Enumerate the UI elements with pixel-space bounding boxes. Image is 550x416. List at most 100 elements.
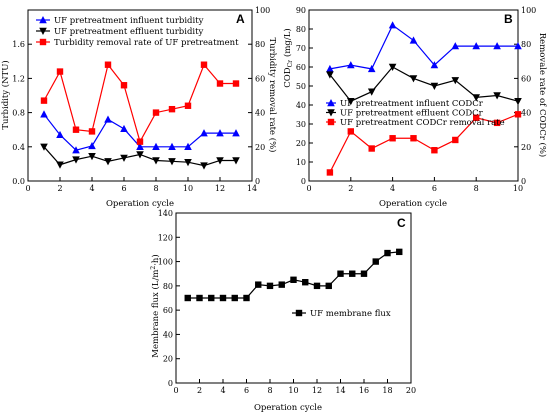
panel-c-series-0-point bbox=[278, 281, 285, 288]
panel-c-ylabel: Membrane flux (L/m2·h) bbox=[150, 254, 161, 357]
panel-c: 0 2 4 6 8 10 12 14 16 18 20 0 20 40 60 80 100 120 140 C UF… bbox=[150, 209, 416, 413]
panel-c-ytick-label: 140 bbox=[158, 209, 173, 218]
panel-a-series-0-point bbox=[168, 142, 176, 150]
panel-a-series-0-point bbox=[136, 142, 144, 150]
panel-c-series-0-point bbox=[243, 294, 250, 302]
panel-b-series-2-point bbox=[326, 169, 334, 176]
panel-a-xlabel: Operation cycle bbox=[106, 199, 174, 209]
panel-b-series-0-point bbox=[367, 64, 376, 73]
panel-c-series-0-point bbox=[184, 294, 191, 302]
panel-a-legend-label: UF pretreatment effluent turbidity bbox=[54, 27, 204, 37]
panel-b-series-1-line bbox=[329, 66, 519, 102]
panel-a-series-2-point bbox=[200, 61, 208, 68]
panel-c-ylabel-main: Membrane flux (L/m bbox=[150, 270, 161, 358]
panel-b-ytick-label: 70 bbox=[296, 44, 306, 53]
panel-c-series-0-point bbox=[396, 248, 403, 256]
panel-a-series-0-point bbox=[152, 142, 160, 150]
panel-b-y2tick-label: 80 bbox=[521, 40, 531, 49]
panel-c-label: C bbox=[397, 216, 406, 230]
panel-c-series-0-point bbox=[384, 249, 391, 257]
panel-b-series-0-point bbox=[430, 61, 439, 69]
panel-b-xlabel: Operation cycle bbox=[379, 199, 447, 209]
panel-b-series-1-point bbox=[430, 82, 439, 90]
panel-a-series-1-point bbox=[200, 162, 208, 170]
panel-a-label: A bbox=[236, 12, 245, 26]
panel-a-series-0-point bbox=[104, 115, 112, 123]
panel-c-xtick-label: 16 bbox=[359, 386, 369, 395]
panel-a-series-0-point bbox=[88, 141, 96, 150]
panel-b-series-0-point bbox=[347, 61, 355, 69]
panel-a-series-0-point bbox=[72, 146, 80, 154]
panel-c-series-0-point bbox=[231, 294, 238, 302]
panel-a-xtick-label: 8 bbox=[153, 184, 158, 193]
panel-b-series-2-point bbox=[452, 136, 459, 144]
panel-b-series-1-point bbox=[493, 92, 501, 100]
panel-b-ylabel-unit: (mg/L) bbox=[282, 28, 293, 57]
panel-b-series-1-point bbox=[326, 71, 334, 79]
panel-b-legend-marker bbox=[327, 109, 335, 117]
panel-a-series-2-point bbox=[72, 126, 80, 133]
panel-b-legend-marker bbox=[327, 118, 335, 126]
panel-c-series-0-point bbox=[302, 279, 309, 286]
panel-a-series-1-point bbox=[40, 143, 48, 151]
panel-c-series-0-point bbox=[349, 270, 356, 277]
panel-a-xtick-label: 2 bbox=[57, 184, 62, 193]
panel-b-series-1-point bbox=[388, 63, 397, 71]
panel-a-series-0-point bbox=[184, 142, 192, 150]
panel-b-ytick-label: 90 bbox=[296, 6, 306, 15]
panel-a-series-1-point bbox=[216, 157, 224, 165]
panel-b-series-0-point bbox=[451, 42, 460, 50]
panel-c-xtick-label: 18 bbox=[382, 386, 392, 395]
panel-b-series-2-point bbox=[347, 128, 354, 135]
panel-c-xtick-label: 0 bbox=[173, 386, 178, 395]
panel-a-series-1-point bbox=[88, 153, 96, 161]
panel-c-series-0-point bbox=[255, 281, 262, 288]
panel-c-series-0-point bbox=[290, 276, 297, 283]
panel-b-series-2-point bbox=[389, 135, 396, 142]
panel-b-series-2-point bbox=[431, 147, 438, 154]
panel-a-series-1-point bbox=[168, 158, 176, 166]
panel-b-label: B bbox=[504, 12, 513, 26]
panel-a-series-1-point bbox=[56, 161, 64, 169]
panel-a-xtick-label: 14 bbox=[247, 184, 257, 193]
panel-a-series-2-point bbox=[152, 109, 160, 116]
panel-a-series-2-point bbox=[56, 68, 64, 75]
panel-c-xtick-label: 2 bbox=[197, 386, 202, 395]
panel-b-ylabel-main: COD bbox=[283, 67, 293, 87]
panel-b-y2tick-label: 40 bbox=[521, 109, 531, 118]
panel-a-series-0-point bbox=[216, 129, 224, 137]
panel-c-ylabel-end: ·h) bbox=[150, 254, 161, 266]
panel-c-series-0-point bbox=[266, 282, 274, 290]
panel-b-y2label: Removale rate of CODCr (%) bbox=[537, 33, 548, 157]
panel-c-ytick-label: 120 bbox=[158, 233, 173, 242]
panel-a-y2tick-label: 80 bbox=[255, 40, 265, 49]
panel-a-series-1-point bbox=[184, 158, 192, 167]
panel-a-xtick-label: 12 bbox=[215, 184, 225, 193]
panel-b-ytick-label: 80 bbox=[296, 25, 306, 34]
panel-b-y2tick-label: 60 bbox=[521, 74, 531, 83]
panel-b-y2tick-label: 0 bbox=[521, 177, 526, 186]
panel-b-xtick-label: 10 bbox=[513, 184, 523, 193]
panel-a-series-2-point bbox=[88, 128, 96, 135]
panel-b-y2tick-label: 20 bbox=[521, 143, 531, 152]
panel-b-series-1-point bbox=[347, 98, 355, 106]
panel-a-y2tick-label: 100 bbox=[255, 6, 270, 15]
panel-c-series-0-point bbox=[196, 294, 203, 302]
panel-a-series-0-point bbox=[40, 110, 48, 118]
panel-a-xtick-label: 0 bbox=[25, 184, 30, 193]
panel-b-series-1-point bbox=[367, 88, 376, 96]
panel-a-series-2-point bbox=[232, 80, 240, 87]
panel-b-ytick-label: 10 bbox=[296, 158, 306, 167]
panel-a: 0 2 4 6 8 10 12 14 0.0 0.4 0.8 1.2 1.6 0 20 40 60 80 100 A… bbox=[0, 6, 278, 209]
panel-a-series-1-point bbox=[136, 151, 144, 159]
panel-b-ylabel-sub: Cr bbox=[287, 60, 294, 68]
panel-b-y2tick-label: 100 bbox=[521, 6, 536, 15]
panel-a-series-1-point bbox=[152, 157, 160, 165]
panel-b-series-0-point bbox=[388, 21, 397, 29]
panel-b-legend-label: UF pretreatment effluent CODCr bbox=[340, 109, 484, 119]
panel-b-series-1-point bbox=[451, 77, 460, 85]
panel-b-series-0-point bbox=[326, 64, 334, 73]
panel-a-series-2-point bbox=[104, 61, 112, 68]
panel-b-legend-label: UF pretreatment CODCr removal rate bbox=[340, 118, 505, 128]
